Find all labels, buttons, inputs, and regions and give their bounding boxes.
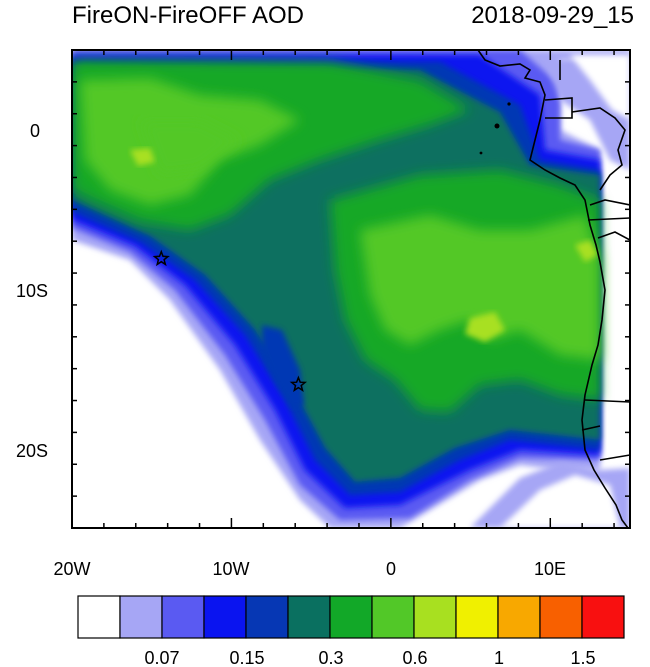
colorbar-swatch <box>119 595 163 639</box>
y-axis-labels: 0 10S 20S <box>16 121 48 461</box>
timestamp-label: 2018-09-29_15 <box>471 2 634 29</box>
y-tick-label: 10S <box>16 281 48 301</box>
map-frame <box>71 49 631 529</box>
x-tick-label: 0 <box>386 559 396 579</box>
y-tick-label: 20S <box>16 441 48 461</box>
colorbar-label: 0.15 <box>229 648 264 667</box>
colorbar-swatch <box>497 595 541 639</box>
plot-title: FireON-FireOFF AOD <box>72 2 304 29</box>
colorbar-swatch <box>245 595 289 639</box>
axis-ticks <box>71 49 630 529</box>
colorbar-swatch <box>413 595 457 639</box>
star-marker-icon <box>289 375 308 393</box>
x-tick-label: 20W <box>53 559 90 579</box>
coastline <box>477 50 630 528</box>
colorbar-labels: 0.07 0.15 0.3 0.6 1 1.5 <box>144 648 595 667</box>
x-tick-label: 10W <box>212 559 249 579</box>
colorbar-swatch <box>539 595 583 639</box>
colorbar-label: 0.6 <box>402 648 427 667</box>
colorbar-swatch <box>203 595 247 639</box>
x-axis-labels: 20W 10W 0 10E <box>53 559 566 579</box>
colorbar-swatch <box>161 595 205 639</box>
islands <box>479 102 511 155</box>
colorbar-label: 0.07 <box>144 648 179 667</box>
y-tick-label: 0 <box>30 121 40 141</box>
marker-layer <box>152 249 308 393</box>
colorbar-swatch <box>581 595 625 639</box>
colorbar-swatch <box>371 595 415 639</box>
star-marker-icon <box>152 249 170 267</box>
colorbar-label: 1.5 <box>570 648 595 667</box>
colorbar-swatch <box>287 595 331 639</box>
colorbar-swatch <box>329 595 373 639</box>
colorbar <box>77 595 625 639</box>
colorbar-swatch <box>77 595 121 639</box>
colorbar-label: 0.3 <box>318 648 343 667</box>
aod-field <box>72 50 630 528</box>
colorbar-label: 1 <box>494 648 504 667</box>
colorbar-swatch <box>455 595 499 639</box>
x-tick-label: 10E <box>534 559 566 579</box>
